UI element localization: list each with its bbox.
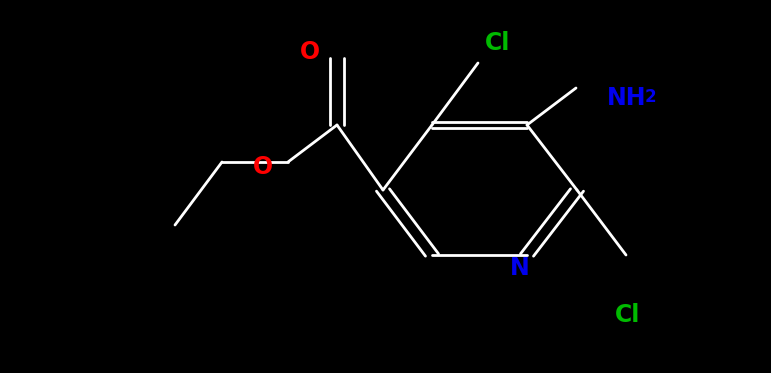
Text: Cl: Cl	[615, 303, 641, 327]
Text: O: O	[300, 40, 320, 64]
Text: NH: NH	[607, 86, 647, 110]
Text: 2: 2	[645, 88, 657, 106]
Text: O: O	[253, 155, 273, 179]
Text: Cl: Cl	[485, 31, 510, 55]
Text: N: N	[510, 256, 530, 280]
